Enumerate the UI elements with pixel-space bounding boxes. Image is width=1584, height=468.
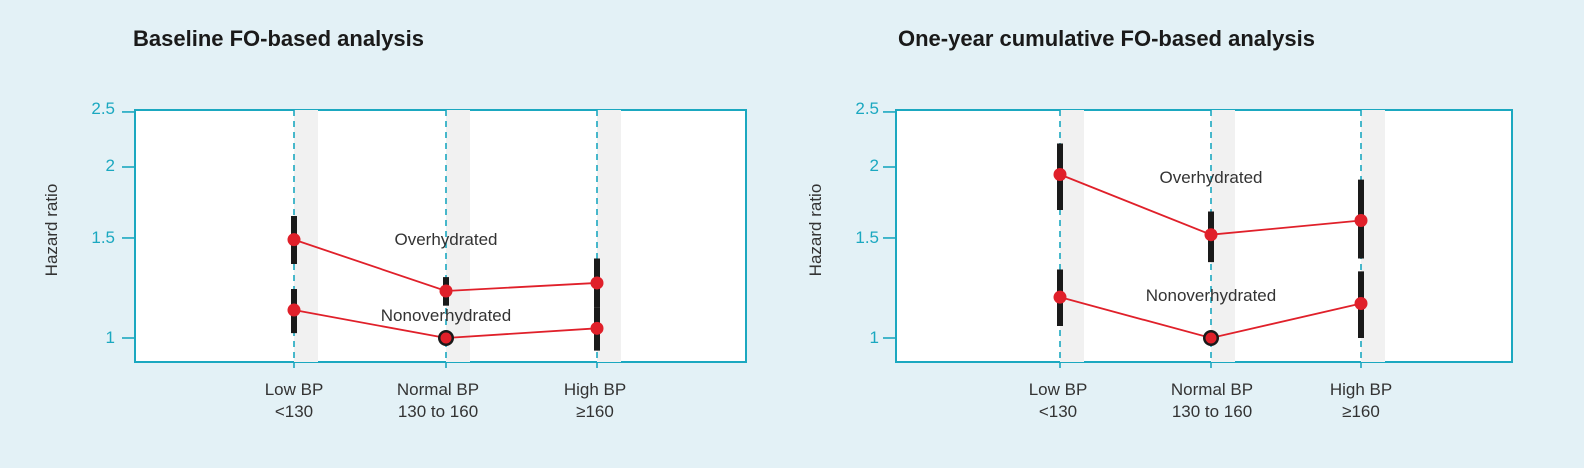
data-point — [439, 284, 453, 298]
chart-marks: Overhydrated Nonoverhydrated — [122, 110, 621, 368]
plot-area — [134, 109, 747, 363]
series-label: Overhydrated — [395, 230, 498, 249]
series-label: Nonoverhydrated — [381, 306, 511, 325]
reference-point — [1205, 332, 1217, 344]
x-tick-label: High BP ≥160 — [563, 380, 627, 421]
y-tick-label: 1 — [869, 328, 879, 347]
x-tick-label: Normal BP 130 to 160 — [1170, 380, 1254, 421]
data-point — [287, 303, 301, 317]
y-tick-label: 2.5 — [91, 99, 115, 118]
plot-area — [895, 109, 1513, 363]
chart-panel-baseline: Baseline FO-based analysis Hazard ratio … — [42, 26, 747, 421]
data-point — [1354, 297, 1368, 311]
category-shadow — [597, 110, 621, 362]
chart-title: Baseline FO-based analysis — [133, 26, 425, 51]
category-shadow — [1060, 110, 1084, 362]
x-tick-label: Normal BP 130 to 160 — [396, 380, 480, 421]
data-point — [1204, 228, 1218, 242]
x-tick-label: Low BP <130 — [264, 380, 324, 421]
category-shadow — [1361, 110, 1385, 362]
category-shadow — [446, 110, 470, 362]
y-tick-label: 1.5 — [91, 228, 115, 247]
chart-panel-cumulative: One-year cumulative FO-based analysis Ha… — [792, 0, 1584, 468]
y-tick-label: 2.5 — [855, 99, 879, 118]
x-tick-label: High BP ≥160 — [1329, 380, 1393, 421]
series-label: Nonoverhydrated — [1146, 286, 1276, 305]
series-label: Overhydrated — [1160, 168, 1263, 187]
x-tick-label: Low BP <130 — [1028, 380, 1088, 421]
chart-title: One-year cumulative FO-based analysis — [898, 26, 1315, 51]
data-point — [590, 276, 604, 290]
y-tick-label: 1 — [105, 328, 115, 347]
y-tick-label: 2 — [869, 156, 879, 175]
data-point — [1354, 214, 1368, 228]
chart-marks: Overhydrated Nonoverhydrated — [883, 110, 1385, 368]
y-tick-label: 2 — [105, 156, 115, 175]
data-point — [287, 233, 301, 247]
y-tick-label: 1.5 — [855, 228, 879, 247]
data-point — [1053, 290, 1067, 304]
data-point — [590, 321, 604, 335]
data-point — [1053, 168, 1067, 182]
reference-point — [440, 332, 452, 344]
